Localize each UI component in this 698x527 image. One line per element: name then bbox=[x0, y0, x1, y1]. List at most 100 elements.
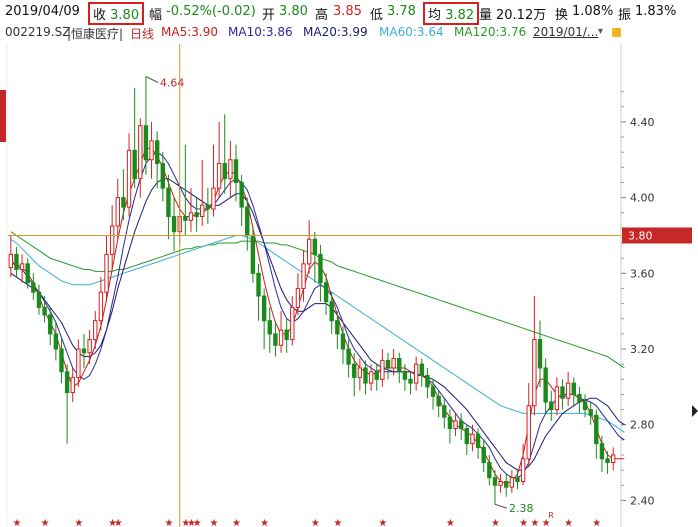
open-label: 开 bbox=[262, 8, 276, 23]
candle-body bbox=[436, 395, 441, 407]
candle-body bbox=[143, 125, 149, 161]
candle-body bbox=[425, 375, 430, 388]
quote-date: 2019/04/09 bbox=[5, 4, 80, 19]
candle-body bbox=[402, 371, 408, 380]
candle-body bbox=[194, 212, 199, 218]
scroll-right-icon[interactable] bbox=[692, 405, 698, 417]
candle-body bbox=[565, 382, 571, 399]
candle-body bbox=[391, 357, 396, 369]
amplitude-label: 振 bbox=[618, 8, 632, 23]
event-star: ★ bbox=[193, 518, 202, 527]
candle-body bbox=[53, 333, 59, 350]
candle-body bbox=[577, 393, 582, 403]
candle-body bbox=[430, 386, 436, 397]
candle-body bbox=[610, 454, 616, 464]
ma60-line bbox=[10, 235, 625, 433]
price-tag-label: 3.80 bbox=[628, 229, 653, 242]
date-select[interactable]: 2019/01/... bbox=[533, 25, 599, 39]
candle-body bbox=[481, 446, 486, 464]
candle-body bbox=[419, 363, 424, 377]
candle-body bbox=[87, 339, 92, 354]
event-star: ★ bbox=[260, 518, 269, 527]
candle-body bbox=[132, 149, 137, 180]
candle-body bbox=[453, 420, 458, 430]
candle-body bbox=[250, 234, 256, 274]
candle-body bbox=[59, 348, 64, 373]
candle-body bbox=[149, 140, 154, 161]
candle-body bbox=[126, 149, 132, 208]
event-star: ★ bbox=[232, 518, 241, 527]
y-tick-label: 3.20 bbox=[630, 343, 655, 356]
candle-body bbox=[470, 433, 475, 445]
event-star: ★ bbox=[491, 518, 500, 527]
left-edge-tab[interactable] bbox=[0, 90, 6, 142]
y-tick-label: 4.40 bbox=[630, 116, 655, 129]
candle-body bbox=[318, 253, 323, 284]
candle-body bbox=[183, 216, 188, 221]
candle-body bbox=[109, 225, 115, 255]
event-star: ★ bbox=[108, 518, 117, 527]
turnover-value: 1.08% bbox=[572, 4, 614, 19]
change-value: -0.52%(-0.02) bbox=[166, 4, 256, 19]
candle-body bbox=[504, 481, 509, 488]
change-label: 幅 bbox=[149, 8, 163, 23]
candle-body bbox=[385, 359, 391, 369]
candle-body bbox=[205, 204, 211, 210]
candle-body bbox=[115, 197, 120, 227]
event-star: ★ bbox=[311, 518, 320, 527]
low-annotation-leader bbox=[494, 503, 508, 509]
high-label: 高 bbox=[315, 8, 329, 23]
candle-body bbox=[560, 386, 565, 399]
candle-body bbox=[509, 477, 515, 488]
candle-body bbox=[93, 320, 98, 341]
ma20-label: MA20:3.99 bbox=[303, 25, 368, 39]
candle-body bbox=[233, 159, 239, 183]
candle-body bbox=[464, 428, 470, 445]
candle-body bbox=[346, 348, 351, 365]
ma5-line bbox=[10, 147, 625, 484]
candle-body bbox=[278, 329, 284, 346]
candle-body bbox=[36, 291, 42, 308]
y-tick-label: 4.00 bbox=[630, 192, 655, 205]
candle-body bbox=[295, 287, 301, 308]
candle-body bbox=[397, 357, 402, 373]
plot-area bbox=[7, 44, 621, 514]
event-star: ★ bbox=[164, 518, 173, 527]
candle-body bbox=[81, 348, 87, 354]
candle-body bbox=[442, 405, 447, 418]
candle-body bbox=[121, 197, 126, 208]
period-label[interactable]: 日线 bbox=[130, 27, 155, 41]
event-star: ★ bbox=[519, 518, 528, 527]
candle-body bbox=[526, 405, 531, 460]
candle-body bbox=[239, 181, 244, 208]
candle-body bbox=[368, 371, 374, 384]
candle-body bbox=[447, 416, 453, 430]
candle-body bbox=[290, 306, 295, 341]
chart-overlay: 3.80 4.64 2.38 bbox=[8, 44, 692, 527]
chevron-down-icon[interactable]: ▾ bbox=[598, 26, 604, 37]
candle-body bbox=[154, 140, 160, 165]
y-tick-label: 2.40 bbox=[630, 494, 655, 507]
event-star: ★ bbox=[114, 518, 123, 527]
candle-body bbox=[599, 443, 605, 460]
candle-body bbox=[532, 339, 537, 407]
price-tag-box bbox=[622, 227, 692, 244]
ma5-label: MA5:3.90 bbox=[161, 25, 218, 39]
quote-bar: 2019/04/09 收 3.80 幅 -0.52%(-0.02) 开 3.80… bbox=[0, 0, 698, 25]
candle-body bbox=[261, 295, 267, 322]
candle-body bbox=[8, 253, 14, 269]
open-value: 3.80 bbox=[279, 4, 308, 19]
lock-icon[interactable] bbox=[612, 28, 621, 37]
candle-body bbox=[458, 420, 464, 430]
candle-body bbox=[211, 187, 216, 210]
low-label: 低 bbox=[370, 8, 384, 23]
candle-body bbox=[188, 212, 194, 221]
candle-body bbox=[475, 433, 481, 448]
candle-body bbox=[70, 376, 75, 394]
y-axis-ticks: 4.40 4.00 3.60 3.20 2.80 2.40 bbox=[621, 91, 655, 507]
candle-body bbox=[380, 359, 385, 380]
ma-legend-bar: 002219.SZ |恒康医疗| 日线 MA5:3.90 MA10:3.86 M… bbox=[0, 24, 698, 42]
candle-body bbox=[605, 458, 610, 464]
candle-body bbox=[31, 282, 36, 293]
